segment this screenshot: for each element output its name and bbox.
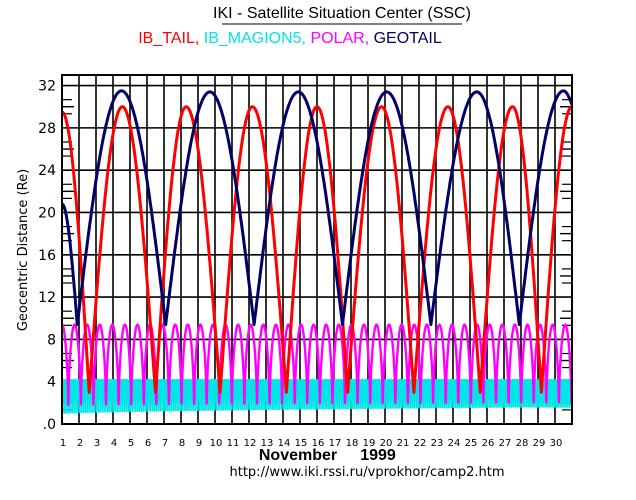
y-tick-label: 12: [38, 290, 56, 306]
x-tick-label: 26: [482, 438, 495, 449]
x-axis-label-month: November: [259, 447, 337, 464]
y-tick-labels: .0 4 8 12 16 20 24 28 32: [38, 79, 56, 433]
x-tick-label: 8: [179, 438, 185, 449]
x-tick-label: 11: [227, 438, 240, 449]
x-tick-label: 27: [499, 438, 512, 449]
x-axis-label-year: 1999: [360, 447, 396, 464]
x-tick-label: 2: [77, 438, 83, 449]
x-tick-label: 3: [94, 438, 100, 449]
x-tick-label: 28: [516, 438, 529, 449]
x-tick-label: 18: [346, 438, 359, 449]
x-tick-labels: 1 2 3 4 5 6 7 8 9 10 11 12 13 14 15 16 17 18 19 20 21 22 23 24 2…: [60, 438, 563, 449]
y-tick-label: 32: [38, 79, 56, 95]
series-ib-magion5: [62, 378, 572, 415]
x-tick-label: 29: [533, 438, 546, 449]
x-tick-label: 13: [261, 438, 274, 449]
legend-geotail: GEOTAIL: [374, 30, 442, 47]
series-polar: [62, 323, 572, 406]
chart-title: IKI - Satellite Situation Center (SSC): [213, 5, 471, 22]
y-tick-label: 8: [47, 332, 56, 348]
y-tick-label: 16: [38, 248, 56, 264]
x-tick-label: 30: [550, 438, 563, 449]
x-tick-label: 6: [145, 438, 151, 449]
series-layer: [62, 89, 572, 415]
legend-ib-magion5: IB_MAGION5,: [204, 30, 306, 47]
x-tick-label: 23: [431, 438, 444, 449]
x-tick-label: 17: [329, 438, 342, 449]
x-tick-label: 7: [162, 438, 168, 449]
y-tick-label: 24: [38, 163, 56, 179]
series-geotail: [62, 89, 572, 327]
x-tick-label: 12: [244, 438, 257, 449]
x-tick-label: 4: [111, 438, 117, 449]
x-tick-label: 1: [60, 438, 66, 449]
x-tick-label: 24: [448, 438, 461, 449]
x-tick-label: 21: [397, 438, 410, 449]
legend-ib-tail: IB_TAIL,: [138, 30, 199, 47]
legend-polar: POLAR,: [310, 30, 369, 47]
x-tick-label: 5: [128, 438, 134, 449]
x-tick-label: 19: [363, 438, 376, 449]
x-tick-label: 15: [295, 438, 308, 449]
x-tick-label: 10: [210, 438, 223, 449]
y-axis-label: Geocentric Distance (Re): [16, 169, 31, 331]
footer-url[interactable]: http://www.iki.rssi.ru/vprokhor/camp2.ht…: [230, 465, 505, 480]
plot-frame: [61, 74, 573, 425]
x-tick-label: 20: [380, 438, 393, 449]
y-tick-label: .0: [43, 417, 56, 433]
x-tick-label: 25: [465, 438, 478, 449]
series-ib-tail: [62, 105, 572, 394]
y-tick-label: 20: [38, 205, 56, 221]
legend: IB_TAIL, IB_MAGION5, POLAR, GEOTAIL: [138, 30, 442, 47]
x-tick-label: 14: [278, 438, 291, 449]
y-tick-label: 4: [47, 375, 56, 391]
x-tick-label: 9: [196, 438, 202, 449]
y-tick-label: 28: [38, 121, 56, 137]
x-tick-label: 22: [414, 438, 427, 449]
x-tick-label: 16: [312, 438, 325, 449]
